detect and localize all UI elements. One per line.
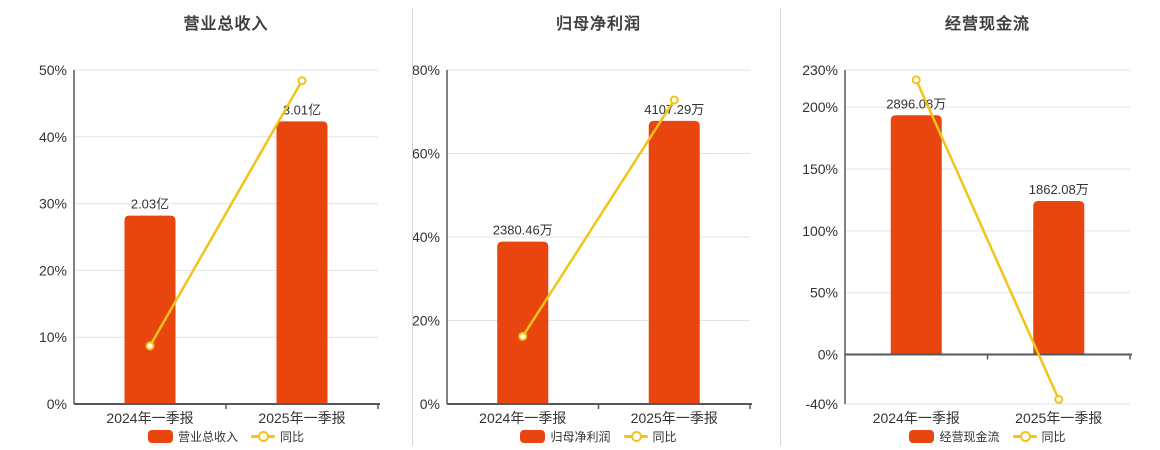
yoy-point-marker <box>518 331 528 341</box>
legend-item-line-series[interactable]: 同比 <box>623 428 677 445</box>
category-label: 2024年一季报 <box>479 410 566 426</box>
yoy-point-marker <box>297 76 307 86</box>
line-marker-icon <box>251 430 275 443</box>
bar-value-label: 2896.08万 <box>886 96 946 111</box>
bar-value-label: 3.01亿 <box>283 102 321 117</box>
y-tick-label: 100% <box>802 223 838 239</box>
chart-title: 归母净利润 <box>555 16 641 33</box>
legend-bar-label: 归母净利润 <box>550 429 611 444</box>
bar-swatch-icon <box>909 429 935 443</box>
bar-value-label: 2380.46万 <box>493 223 553 238</box>
y-tick-label: 150% <box>802 161 838 177</box>
bar-2025年一季报 <box>648 120 700 404</box>
legend-item-line-series[interactable]: 同比 <box>251 428 304 445</box>
y-tick-label: 60% <box>412 146 440 162</box>
yoy-line <box>148 80 304 347</box>
yoy-line <box>915 79 1060 400</box>
bar-value-label: 1862.08万 <box>1029 182 1089 197</box>
category-label: 2025年一季报 <box>258 410 345 426</box>
legend-item-bar-series[interactable]: 归母净利润 <box>520 428 611 445</box>
bar-swatch-icon <box>520 429 546 443</box>
bar-2024年一季报 <box>890 115 942 355</box>
bar-swatch-icon <box>147 429 173 443</box>
chart-plot: 0% 20% 40% 60% 80% 2024年一季报 2025年一季报 2380.46万 41… <box>412 62 752 426</box>
y-tick-label: 50% <box>810 285 838 301</box>
category-label: 2024年一季报 <box>873 410 960 426</box>
panel-separator <box>780 8 781 446</box>
y-tick-label: 10% <box>39 329 67 345</box>
legend-item-bar-series[interactable]: 经营现金流 <box>909 428 1000 445</box>
bar-2024年一季报 <box>497 241 549 404</box>
yoy-point-marker <box>1054 394 1064 404</box>
legend-bar-label: 经营现金流 <box>939 429 1000 444</box>
category-label: 2025年一季报 <box>631 410 718 426</box>
legend-line-label: 同比 <box>652 429 677 444</box>
legend-bar-label: 营业总收入 <box>177 429 238 444</box>
yoy-point-marker <box>145 341 155 351</box>
y-tick-label: 20% <box>39 262 67 278</box>
y-tick-label: 200% <box>802 99 838 115</box>
bar-2025年一季报 <box>1033 201 1085 355</box>
category-label: 2025年一季报 <box>1015 410 1102 426</box>
y-tick-label: 40% <box>412 229 440 245</box>
yoy-line <box>521 99 676 338</box>
panel-separator <box>412 8 413 446</box>
chart-title: 营业总收入 <box>183 16 269 33</box>
chart-title: 经营现金流 <box>944 16 1030 33</box>
y-tick-label: 0% <box>420 396 440 412</box>
chart-plot: -40% 0% 50% 100% 150% 200% 230% 2024年一季报 2025年一季… <box>802 62 1132 426</box>
legend: 经营现金流 同比 <box>845 427 1130 445</box>
legend-line-label: 同比 <box>1041 429 1066 444</box>
chart-panel-3: 经营现金流 -40% 0% 50% 100% 150% 200% 230% 2024年一季报 2… <box>781 0 1160 450</box>
yoy-point-marker <box>911 75 921 85</box>
y-tick-label: 80% <box>412 62 440 78</box>
line-marker-icon <box>1012 430 1037 443</box>
y-tick-label: 20% <box>412 313 440 329</box>
legend-item-bar-series[interactable]: 营业总收入 <box>147 428 238 445</box>
line-marker-icon <box>623 430 648 443</box>
bar-2025年一季报 <box>276 121 328 404</box>
legend-line-label: 同比 <box>280 429 305 444</box>
bar-value-label: 2.03亿 <box>131 197 169 212</box>
legend-item-line-series[interactable]: 同比 <box>1012 428 1066 445</box>
y-tick-label: -40% <box>805 396 838 412</box>
y-tick-label: 0% <box>818 347 838 363</box>
legend: 营业总收入 同比 <box>74 427 378 445</box>
y-tick-label: 230% <box>802 62 838 78</box>
y-tick-label: 50% <box>39 62 67 78</box>
chart-panel-1: 营业总收入 0% 10% 20% 30% 40% 50% 2024年一季报 2025年一季报 2… <box>0 0 413 450</box>
y-tick-label: 30% <box>39 196 67 212</box>
chart-plot: 0% 10% 20% 30% 40% 50% 2024年一季报 2025年一季报 2.03亿 3.… <box>39 62 380 426</box>
y-tick-label: 40% <box>39 129 67 145</box>
category-label: 2024年一季报 <box>106 410 193 426</box>
y-tick-label: 0% <box>47 396 67 412</box>
legend: 归母净利润 同比 <box>447 427 750 445</box>
bar-2024年一季报 <box>124 215 176 404</box>
yoy-point-marker <box>669 95 679 105</box>
chart-panel-2: 归母净利润 0% 20% 40% 60% 80% 2024年一季报 2025年一季报 2380… <box>412 0 781 450</box>
bar-value-label: 4107.29万 <box>644 102 704 117</box>
